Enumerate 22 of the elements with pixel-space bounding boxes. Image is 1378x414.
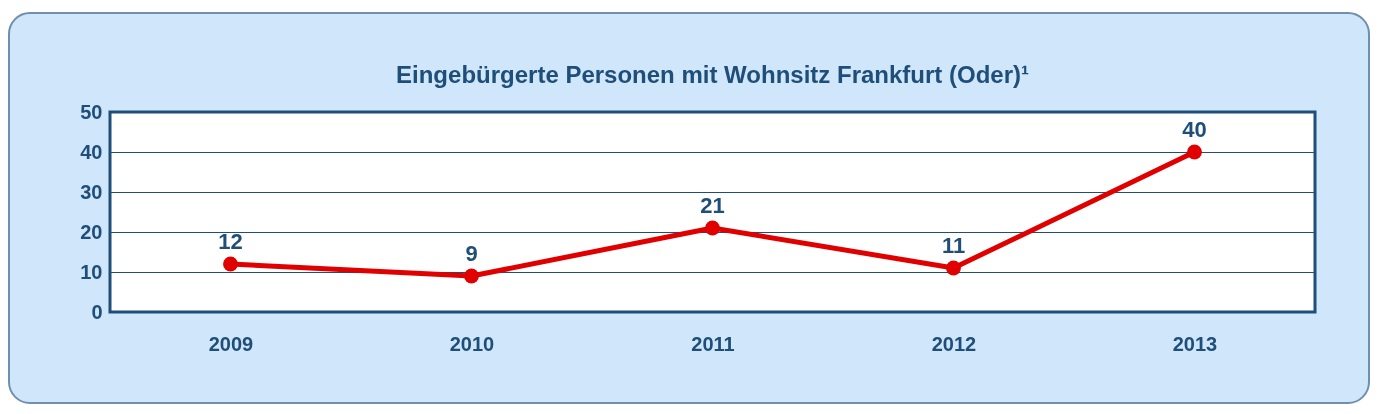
point [946, 260, 961, 276]
point [1187, 144, 1202, 160]
data-label: 11 [941, 233, 966, 258]
chart-title: Eingebürgerte Personen mit Wohnsitz Frankfurt (Oder)¹ [396, 61, 1029, 88]
y-tick-label: 10 [80, 260, 103, 283]
y-tick-label: 20 [80, 220, 103, 243]
x-tick-label: 2013 [1172, 332, 1218, 355]
x-tick-label: 2012 [931, 332, 977, 355]
point [464, 268, 479, 284]
y-tick-label: 40 [80, 140, 103, 163]
y-tick-label: 30 [80, 180, 103, 203]
data-label: 9 [465, 241, 478, 266]
point [705, 220, 720, 236]
x-tick-label: 2011 [691, 332, 735, 355]
data-label: 21 [700, 193, 725, 218]
y-tick-label: 0 [91, 300, 103, 323]
data-label: 12 [218, 229, 243, 254]
point [223, 256, 238, 272]
x-tick-label: 2009 [208, 332, 254, 355]
data-label: 40 [1182, 117, 1207, 142]
y-tick-label: 50 [80, 100, 103, 123]
x-tick-label: 2010 [449, 332, 495, 355]
